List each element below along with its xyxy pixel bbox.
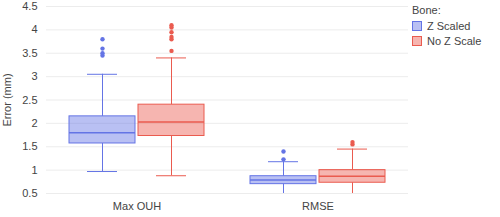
svg-text:3.5: 3.5 <box>22 47 37 59</box>
svg-text:RMSE: RMSE <box>302 200 334 212</box>
svg-text:4.5: 4.5 <box>22 0 37 12</box>
svg-text:0.5: 0.5 <box>22 187 37 199</box>
svg-text:2.5: 2.5 <box>22 94 37 106</box>
svg-text:1.5: 1.5 <box>22 140 37 152</box>
html-text:Z Scaled: Z Scaled <box>427 20 471 32</box>
html-text:No Z Scale: No Z Scale <box>427 35 482 47</box>
svg-text:1: 1 <box>31 164 37 176</box>
svg-text:4: 4 <box>31 23 37 35</box>
svg-text:Error (mm): Error (mm) <box>1 73 13 126</box>
html-text:Bone:: Bone: <box>412 4 441 16</box>
svg-text:3: 3 <box>31 70 37 82</box>
svg-text:Max OUH: Max OUH <box>113 200 161 212</box>
svg-text:2: 2 <box>31 117 37 129</box>
